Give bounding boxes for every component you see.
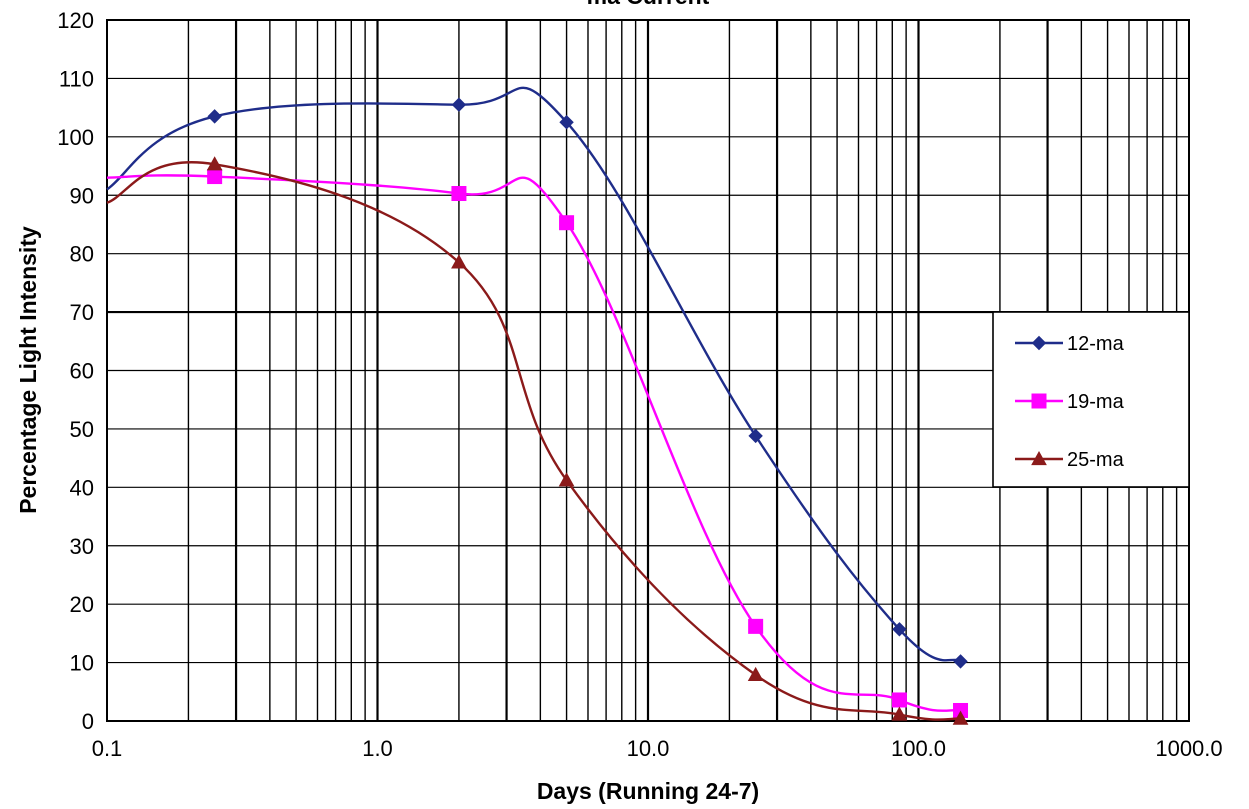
series-line-25-ma bbox=[106, 161, 961, 721]
series-line-12-ma bbox=[106, 86, 962, 663]
y-tick-label: 70 bbox=[70, 300, 94, 325]
y-tick-label: 30 bbox=[70, 534, 94, 559]
data-point-12-ma bbox=[892, 622, 907, 637]
y-tick-label: 0 bbox=[82, 709, 94, 734]
data-point-25-ma bbox=[891, 706, 908, 721]
series-19-ma bbox=[106, 169, 969, 718]
data-point-19-ma bbox=[748, 618, 764, 634]
data-point-12-ma bbox=[748, 428, 763, 444]
x-tick-label: 10.0 bbox=[627, 736, 670, 761]
data-point-12-ma bbox=[207, 109, 222, 124]
data-point-19-ma bbox=[207, 169, 223, 185]
data-point-25-ma bbox=[558, 472, 575, 487]
legend-item-19-ma: 19-ma bbox=[1015, 391, 1125, 413]
y-axis-title: Percentage Light Intensity bbox=[15, 226, 41, 514]
legend-label-12-ma: 12-ma bbox=[1067, 333, 1125, 355]
data-point-25-ma bbox=[747, 666, 764, 681]
y-tick-label: 50 bbox=[70, 417, 94, 442]
data-point-25-ma bbox=[451, 254, 467, 269]
legend-item-12-ma: 12-ma bbox=[1015, 333, 1125, 355]
data-point-25-ma bbox=[206, 156, 223, 171]
data-point-12-ma bbox=[559, 115, 574, 130]
y-tick-label: 60 bbox=[70, 359, 94, 384]
y-tick-label: 40 bbox=[70, 475, 94, 500]
data-point-12-ma bbox=[953, 654, 968, 669]
x-tick-label: 100.0 bbox=[891, 736, 946, 761]
legend-item-25-ma: 25-ma bbox=[1015, 449, 1125, 471]
x-axis-title: Days (Running 24-7) bbox=[537, 778, 759, 804]
y-tick-label: 110 bbox=[59, 66, 94, 91]
legend-label-19-ma: 19-ma bbox=[1067, 391, 1125, 413]
legend: 12-ma 19-ma 25-ma bbox=[992, 311, 1190, 488]
legend-marker-19-ma bbox=[1031, 393, 1047, 409]
data-point-19-ma bbox=[559, 215, 575, 231]
series-group bbox=[106, 86, 969, 725]
y-tick-labels: 0 10 20 30 40 50 60 70 80 90 100 110 120 bbox=[57, 8, 94, 734]
chart-title: ma Current bbox=[587, 0, 710, 9]
series-25-ma bbox=[106, 156, 969, 725]
legend-label-25-ma: 25-ma bbox=[1067, 449, 1125, 471]
y-tick-label: 10 bbox=[70, 651, 94, 676]
y-tick-label: 20 bbox=[70, 592, 94, 617]
x-tick-label: 1000.0 bbox=[1155, 736, 1222, 761]
legend-marker-25-ma bbox=[1031, 450, 1047, 466]
series-12-ma bbox=[106, 86, 968, 669]
y-tick-label: 80 bbox=[70, 242, 94, 267]
x-tick-labels: 0.1 1.0 10.0 100.0 1000.0 bbox=[92, 736, 1223, 761]
y-tick-label: 120 bbox=[57, 8, 94, 33]
data-point-12-ma bbox=[451, 97, 467, 112]
data-point-25-ma bbox=[952, 710, 969, 725]
y-tick-label: 90 bbox=[70, 183, 94, 208]
x-tick-label: 0.1 bbox=[92, 736, 123, 761]
data-point-19-ma bbox=[891, 692, 907, 708]
data-point-19-ma bbox=[451, 185, 467, 201]
x-tick-label: 1.0 bbox=[362, 736, 393, 761]
y-tick-label: 100 bbox=[57, 125, 94, 150]
legend-marker-12-ma bbox=[1031, 335, 1047, 351]
